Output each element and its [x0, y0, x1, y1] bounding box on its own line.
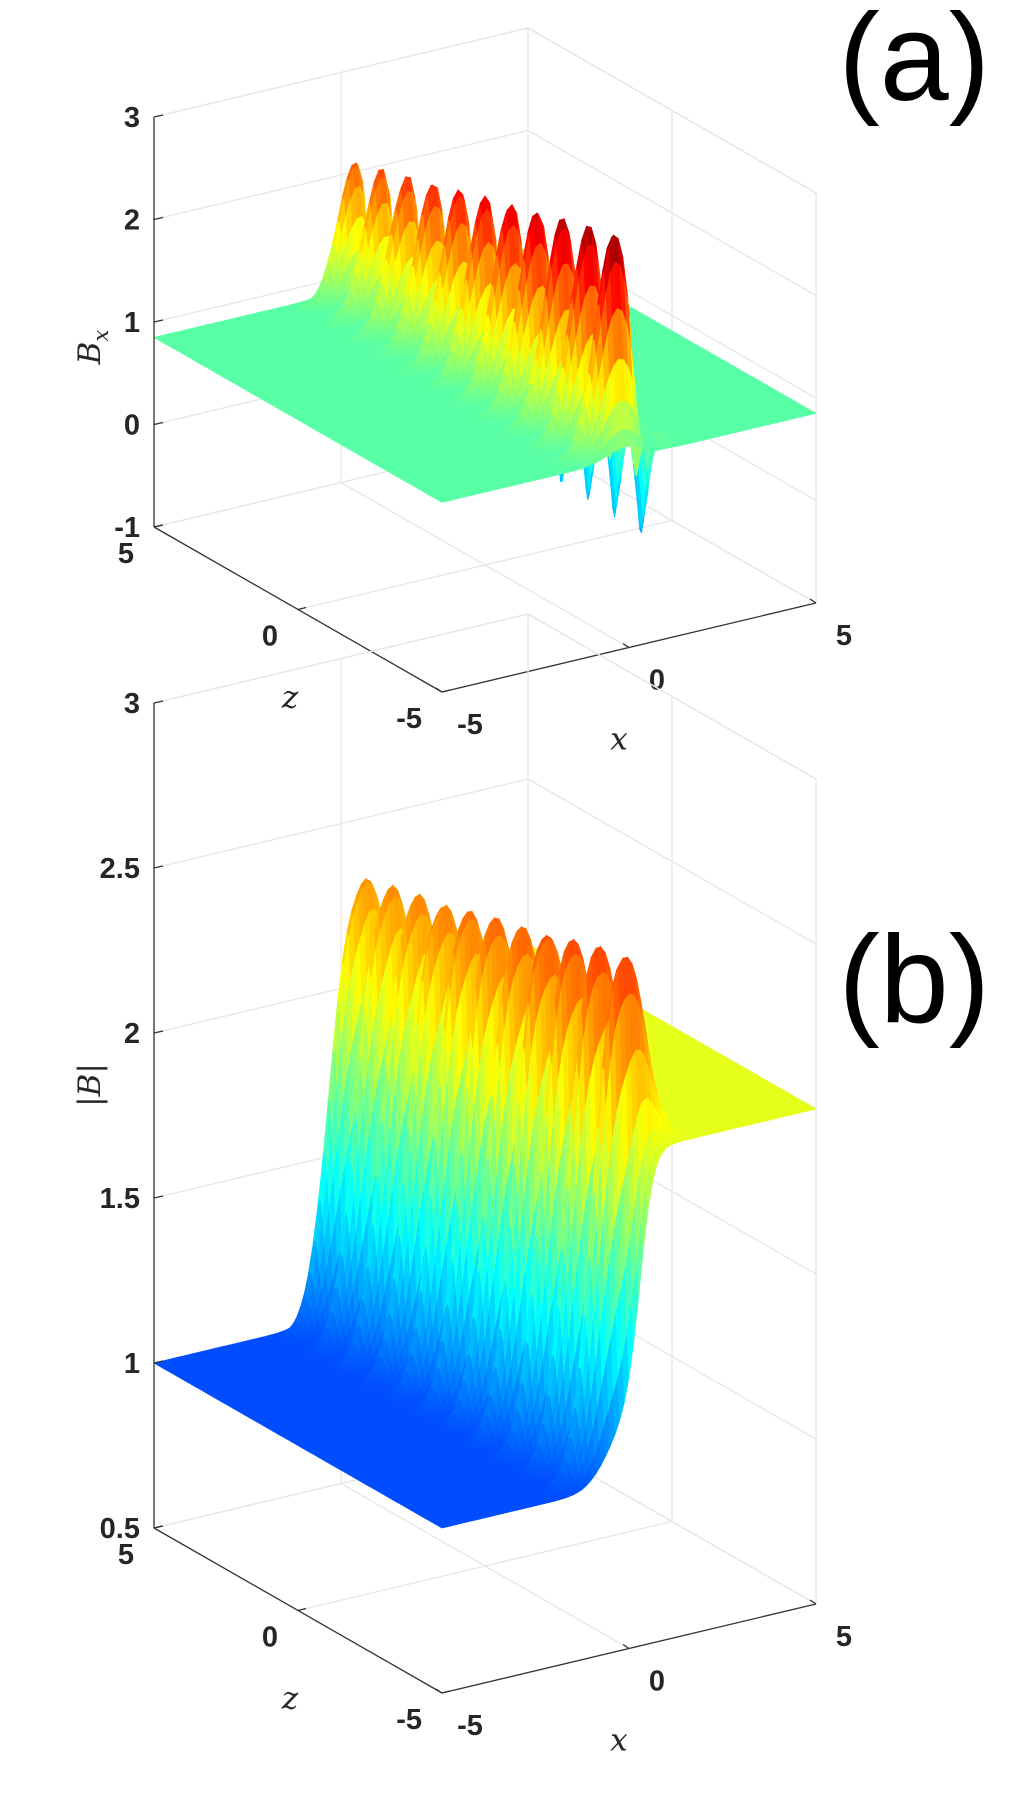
grid-line: [297, 519, 673, 611]
grid-line: [153, 129, 817, 297]
grid-line: [153, 27, 817, 194]
surface: [153, 162, 817, 534]
